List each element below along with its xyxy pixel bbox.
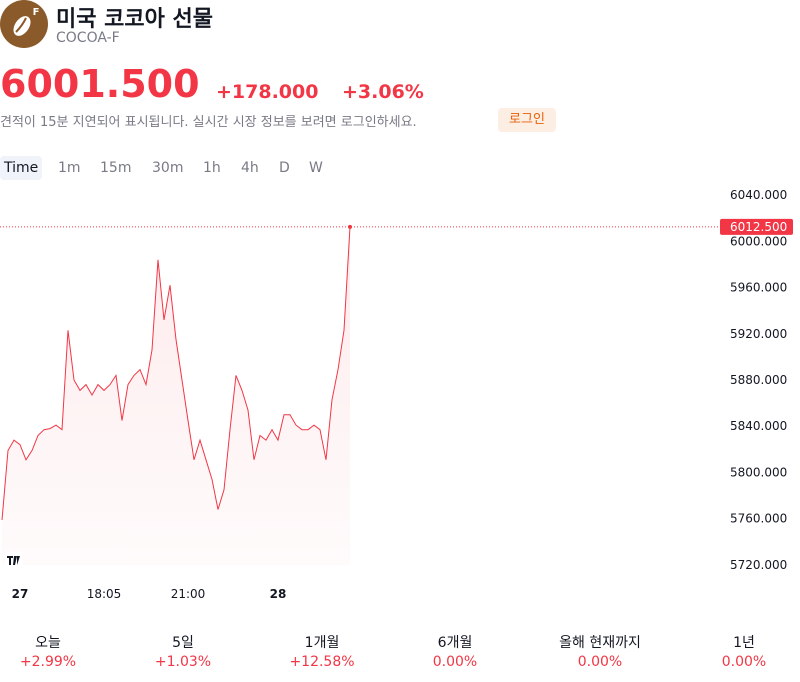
return-period: 오늘 [35,635,61,651]
x-tick-label: 27 [12,587,29,601]
logo-shape [7,556,20,565]
return-item: 1년 0.00% [674,632,800,670]
timeframe[interactable]: Time [0,156,43,180]
return-period: 올해 현재까지 [559,635,641,651]
price-line [1,226,351,520]
return-value: 0.00% [432,654,478,670]
timeframe[interactable]: W [309,160,323,176]
y-tick-label: 5760.000 [730,512,787,526]
tv-logo [5,552,23,568]
y-tick-label: 5920.000 [730,327,787,341]
return-value: 0.00% [577,654,623,670]
timeframe[interactable]: D [279,160,290,176]
return-item: 올해 현재까지 0.00% [530,632,670,670]
area-fill [2,226,350,566]
symbol: COCOA-F [56,30,120,46]
return-period: 1년 [733,635,755,651]
notice: 견적이 15분 지연되어 표시됩니다. 실시간 시장 정보를 보려면 로그인하세… [0,115,417,130]
title: 미국 코코아 선물 [56,7,213,32]
return-value: 0.00% [721,654,767,670]
x-tick-label: 18:05 [87,587,122,601]
y-tick-label: 5880.000 [730,373,787,387]
timeframe[interactable]: 4h [241,160,259,176]
login-button[interactable]: 로그인 [498,108,556,132]
change: +178.000 [216,81,319,103]
return-item: 5일 +1.03% [113,632,253,670]
icon-badge: F [33,7,40,18]
y-tick-label: 5720.000 [730,558,787,572]
return-value: +1.03% [154,654,212,670]
timeframe[interactable]: 30m [152,160,184,176]
return-item: 오늘 +2.99% [0,632,118,670]
timeframe[interactable]: 1m [58,160,81,176]
x-tick-label: 21:00 [171,587,206,601]
return-period: 1개월 [304,635,340,651]
last-price-tag [720,218,793,235]
chart: 5720.000 5760.000 5800.000 5840.000 5880.000… [0,188,793,601]
y-tick-label: 5800.000 [730,465,787,479]
last-price-label: 6012.500 [730,220,787,234]
return-period: 6개월 [437,635,473,651]
timeframe[interactable]: 15m [100,160,132,176]
return-item: 6개월 0.00% [385,632,525,670]
returns: 오늘 +2.99% 5일 +1.03% 1개월 +12.58% 6개월 0.00% 올해 현재까… [0,632,800,672]
price: 6001.500 [0,62,200,106]
y-tick-label: 6000.000 [730,234,787,248]
timeframe[interactable]: 1h [203,160,221,176]
return-value: +2.99% [19,654,77,670]
y-tick-label: 5840.000 [730,419,787,433]
icon-bean-line [15,17,27,33]
y-tick-label: 5960.000 [730,281,787,295]
last-price-dot [348,224,352,229]
y-tick-label: 6040.000 [730,188,787,202]
change-percent: +3.06% [342,81,424,103]
return-item: 1개월 +12.58% [252,632,392,670]
symbol-icon: F [0,0,48,48]
return-period: 5일 [172,635,194,651]
x-tick-label: 28 [270,587,287,601]
return-value: +12.58% [289,654,355,670]
